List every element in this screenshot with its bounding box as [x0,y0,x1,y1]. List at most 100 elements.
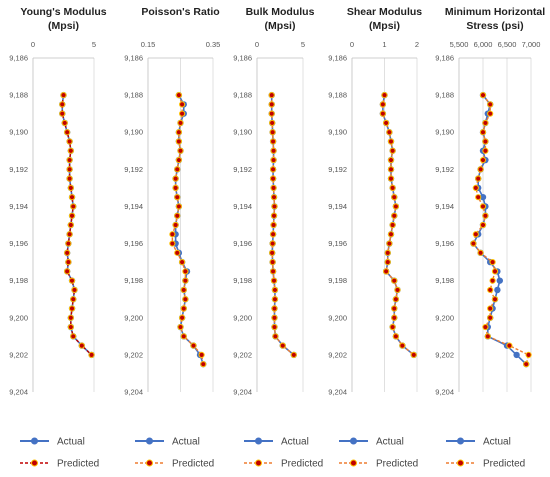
predicted-point [271,296,279,303]
predicted-point [383,119,390,127]
y-tick-label: 9,190 [328,128,347,137]
predicted-point [479,156,487,164]
predicted-point [391,314,398,321]
predicted-point [270,231,277,238]
y-tick-label: 9,204 [9,388,28,397]
chart-panel-2: Poisson's Ratio 0.15 0.35 9,186 9,188 9,190 9,… [124,6,220,470]
predicted-point [269,249,276,256]
legend-actual-label: Actual [376,437,404,448]
predicted-point [70,296,77,303]
y-tick-label: 9,188 [124,91,143,100]
predicted-point [479,129,487,136]
predicted-point [271,314,278,321]
predicted-point [175,203,182,210]
y-tick-label: 9,186 [233,54,252,63]
chart-panel-5: Minimum Horizontal Stress (psi) 5,500 6,000… [435,6,545,470]
predicted-point [268,101,275,108]
y-tick-label: 9,204 [233,388,252,397]
predicted-point [472,231,479,238]
chart-title-line-1: Young's Modulus [20,6,106,18]
predicted-point [475,194,482,201]
predicted-point [68,305,76,312]
y-tick-label: 9,196 [124,239,143,248]
y-tick-label: 9,198 [124,276,143,285]
predicted-point [391,277,398,284]
predicted-point [175,129,182,136]
chart-title-line-2: (Mpsi) [48,20,79,32]
predicted-point [389,147,396,154]
predicted-point [59,110,66,117]
predicted-point [270,166,277,173]
y-tick-label: 9,192 [9,165,28,174]
predicted-point [71,286,78,294]
y-tick-label: 9,194 [233,202,252,211]
legend-actual-marker [350,437,357,445]
predicted-point [66,156,73,164]
actual-point [494,286,501,294]
predicted-point [384,259,391,266]
y-tick-label: 9,188 [233,91,252,100]
predicted-point [389,221,396,229]
predicted-point [383,268,390,275]
chart-title-line-1: Shear Modulus [347,6,422,18]
predicted-point [525,351,532,358]
predicted-point [479,203,487,210]
predicted-point [379,101,386,108]
legend-actual-marker [255,437,262,445]
predicted-point [270,221,277,229]
predicted-point [68,212,76,219]
y-tick-label: 9,200 [233,313,252,322]
x-tick-label: 6,000 [474,40,493,49]
predicted-point [88,351,95,358]
predicted-point [66,166,73,173]
legend-actual-marker [457,437,464,445]
predicted-point [391,194,398,201]
predicted-point [177,147,184,154]
y-tick-label: 9,200 [124,313,143,322]
actual-point [496,277,503,284]
y-tick-label: 9,204 [328,388,347,397]
y-tick-label: 9,194 [435,202,454,211]
y-tick-label: 9,186 [9,54,28,63]
predicted-point [174,249,181,256]
chart-panel-1: Young's Modulus (Mpsi) 0 5 9,186 9,188 9,190 9,… [9,6,107,470]
predicted-point [67,147,74,154]
predicted-point [482,138,489,145]
x-tick-label: 0.35 [206,40,221,49]
predicted-point [78,342,85,349]
y-tick-label: 9,196 [233,239,252,248]
predicted-point [68,194,76,201]
x-tick-label: 5 [92,40,96,49]
series-line-actual [472,94,527,365]
predicted-point [399,342,406,349]
predicted-point [270,184,277,191]
legend-actual-label: Actual [281,437,309,448]
legend-predicted-marker [457,459,464,467]
predicted-point [484,333,491,340]
y-tick-label: 9,200 [328,313,347,322]
x-tick-label: 0.15 [141,40,156,49]
predicted-point [290,351,297,358]
x-tick-label: 5,500 [450,40,469,49]
predicted-point [271,323,278,331]
predicted-point [66,138,73,145]
predicted-point [270,147,277,154]
predicted-point [70,203,77,210]
predicted-point [487,110,494,117]
predicted-point [190,342,197,349]
predicted-point [67,314,74,321]
predicted-point [64,249,71,256]
y-tick-label: 9,204 [124,388,143,397]
predicted-point [391,305,398,312]
predicted-point [179,314,186,321]
predicted-point [271,286,279,294]
predicted-point [65,259,72,266]
predicted-point [177,119,184,127]
predicted-point [66,231,73,238]
predicted-point [482,147,489,154]
predicted-point [182,268,189,275]
predicted-point [182,277,189,284]
predicted-point [179,110,186,117]
y-tick-label: 9,190 [124,128,143,137]
